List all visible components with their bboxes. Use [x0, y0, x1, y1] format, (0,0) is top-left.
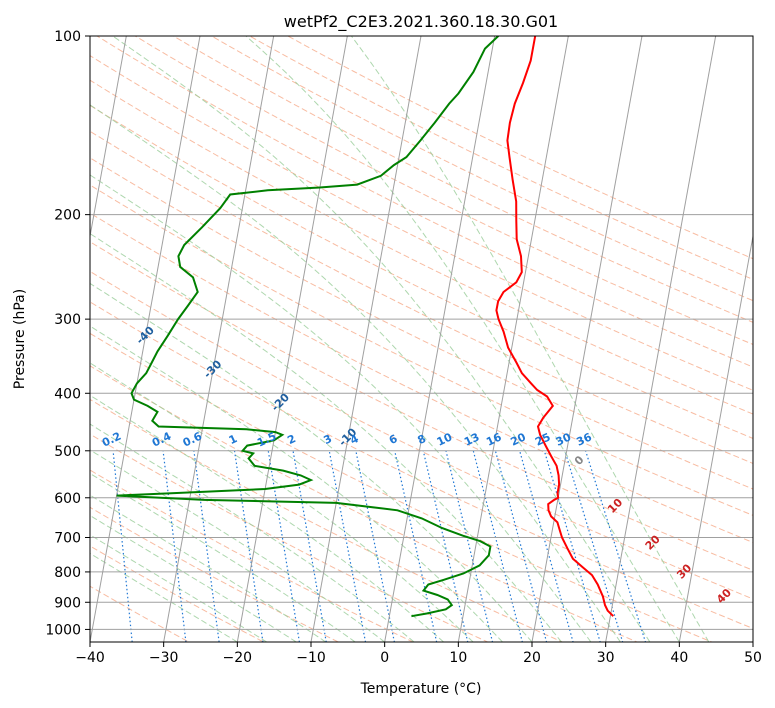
- dry-adiabats: [90, 36, 753, 642]
- dry-adiabat: [96, 36, 753, 368]
- y-tick-label: 600: [54, 491, 81, 507]
- mixing-ratio-line: [494, 450, 548, 642]
- y-axis: 100 200 300 400 500 600 700 800 900 1000: [45, 29, 90, 638]
- moist-adiabat: [90, 552, 238, 642]
- x-tick-label: −30: [149, 650, 179, 666]
- isotherm--30: [163, 36, 275, 642]
- y-tick-label: 500: [54, 444, 81, 460]
- dry-adiabat: [90, 469, 415, 642]
- mixing-ratio-line: [328, 450, 367, 642]
- dry-adiabat: [90, 433, 489, 642]
- temperature-line: [495, 36, 615, 617]
- dry-adiabat: [90, 212, 753, 544]
- mixing-ratio-line: [472, 450, 523, 642]
- moist-adiabat: [90, 233, 562, 642]
- mixing-ratio-label: 10: [435, 430, 455, 448]
- y-tick-label: 300: [54, 312, 81, 328]
- mixing-ratio-line: [585, 450, 647, 642]
- dry-adiabat: [90, 184, 753, 516]
- mixing-ratio-label: 30: [554, 430, 574, 448]
- x-tick-label: −40: [75, 650, 105, 666]
- isotherm--10: [310, 36, 422, 642]
- x-tick-label: 40: [670, 650, 688, 666]
- mixing-ratio-line: [564, 450, 624, 642]
- dry-adiabat: [90, 398, 564, 642]
- dry-adiabat: [90, 241, 753, 571]
- isotherm--20: [236, 36, 348, 642]
- x-axis-title: Temperature (°C): [360, 681, 482, 697]
- x-axis: −40 −30 −20 −10 0 10 20 30 40 50: [75, 642, 762, 666]
- dry-adiabat: [134, 36, 753, 345]
- y-tick-label: 700: [54, 531, 81, 547]
- moist-adiabat: [112, 36, 651, 642]
- x-tick-label: 0: [380, 650, 389, 666]
- y-tick-label: 900: [54, 595, 81, 611]
- y-tick-label: 1000: [45, 622, 81, 638]
- x-tick-label: −20: [223, 650, 253, 666]
- dry-adiabat: [210, 36, 753, 302]
- mixing-ratio-line: [422, 450, 469, 642]
- moist-adiabat: [90, 449, 385, 642]
- mixing-ratio-label: 13: [462, 430, 481, 448]
- mixing-ratio-line: [394, 450, 438, 642]
- x-tick-label: −10: [296, 650, 326, 666]
- plot-frame: [89, 35, 754, 643]
- moist-adiabat: [350, 36, 710, 642]
- moist-adiabat: [90, 394, 444, 642]
- y-axis-title: Pressure (hPa): [12, 289, 28, 389]
- x-tick-label: 50: [744, 650, 762, 666]
- mixing-ratio-label: 20: [508, 430, 528, 448]
- dry-adiabat: [90, 506, 340, 642]
- y-tick-label: 100: [54, 29, 81, 45]
- y-tick-label: 800: [54, 565, 81, 581]
- mixing-ratio-line: [445, 450, 494, 642]
- isobars: [90, 36, 753, 630]
- isotherm-20: [531, 36, 643, 642]
- mixing-ratio-label: 16: [484, 430, 504, 448]
- dry-adiabat: [286, 36, 753, 260]
- isotherm--40: [90, 36, 201, 642]
- x-tick-label: 20: [523, 650, 541, 666]
- dry-adiabat: [90, 365, 639, 642]
- isotherms: [90, 36, 753, 642]
- moist-adiabat: [90, 325, 503, 642]
- x-tick-label: 10: [449, 650, 467, 666]
- moist-adiabat: [90, 494, 326, 642]
- moist-adiabat: [245, 36, 680, 642]
- mixing-ratio-line: [355, 450, 395, 642]
- plot-area: -100-90-80-70-60-50-40-30-20-10 0.10.20.…: [90, 36, 753, 642]
- isotherm-40: [678, 233, 753, 642]
- dry-adiabat: [90, 301, 753, 630]
- moist-adiabat: [90, 282, 533, 642]
- chart-title: wetPf2_C2E3.2021.360.18.30.G01: [284, 12, 558, 32]
- isotherm-10: [457, 36, 569, 642]
- moist-adiabat: [90, 472, 356, 642]
- x-tick-label: 30: [597, 650, 615, 666]
- dry-adiabat: [90, 270, 753, 600]
- isotherm-0: [384, 36, 496, 642]
- dry-adiabat: [90, 130, 753, 465]
- y-tick-label: 400: [54, 386, 81, 402]
- mixing-ratio-label: 25: [533, 430, 552, 448]
- isotherm--50: [90, 36, 127, 239]
- dewpoint-line: [116, 36, 499, 618]
- y-tick-label: 200: [54, 208, 81, 224]
- moist-adiabat: [90, 104, 621, 642]
- mixing-ratio-label: 36: [574, 430, 594, 448]
- mixing-ratio-line: [543, 450, 601, 642]
- isotherm-30: [605, 36, 717, 642]
- dry-adiabat: [90, 55, 753, 391]
